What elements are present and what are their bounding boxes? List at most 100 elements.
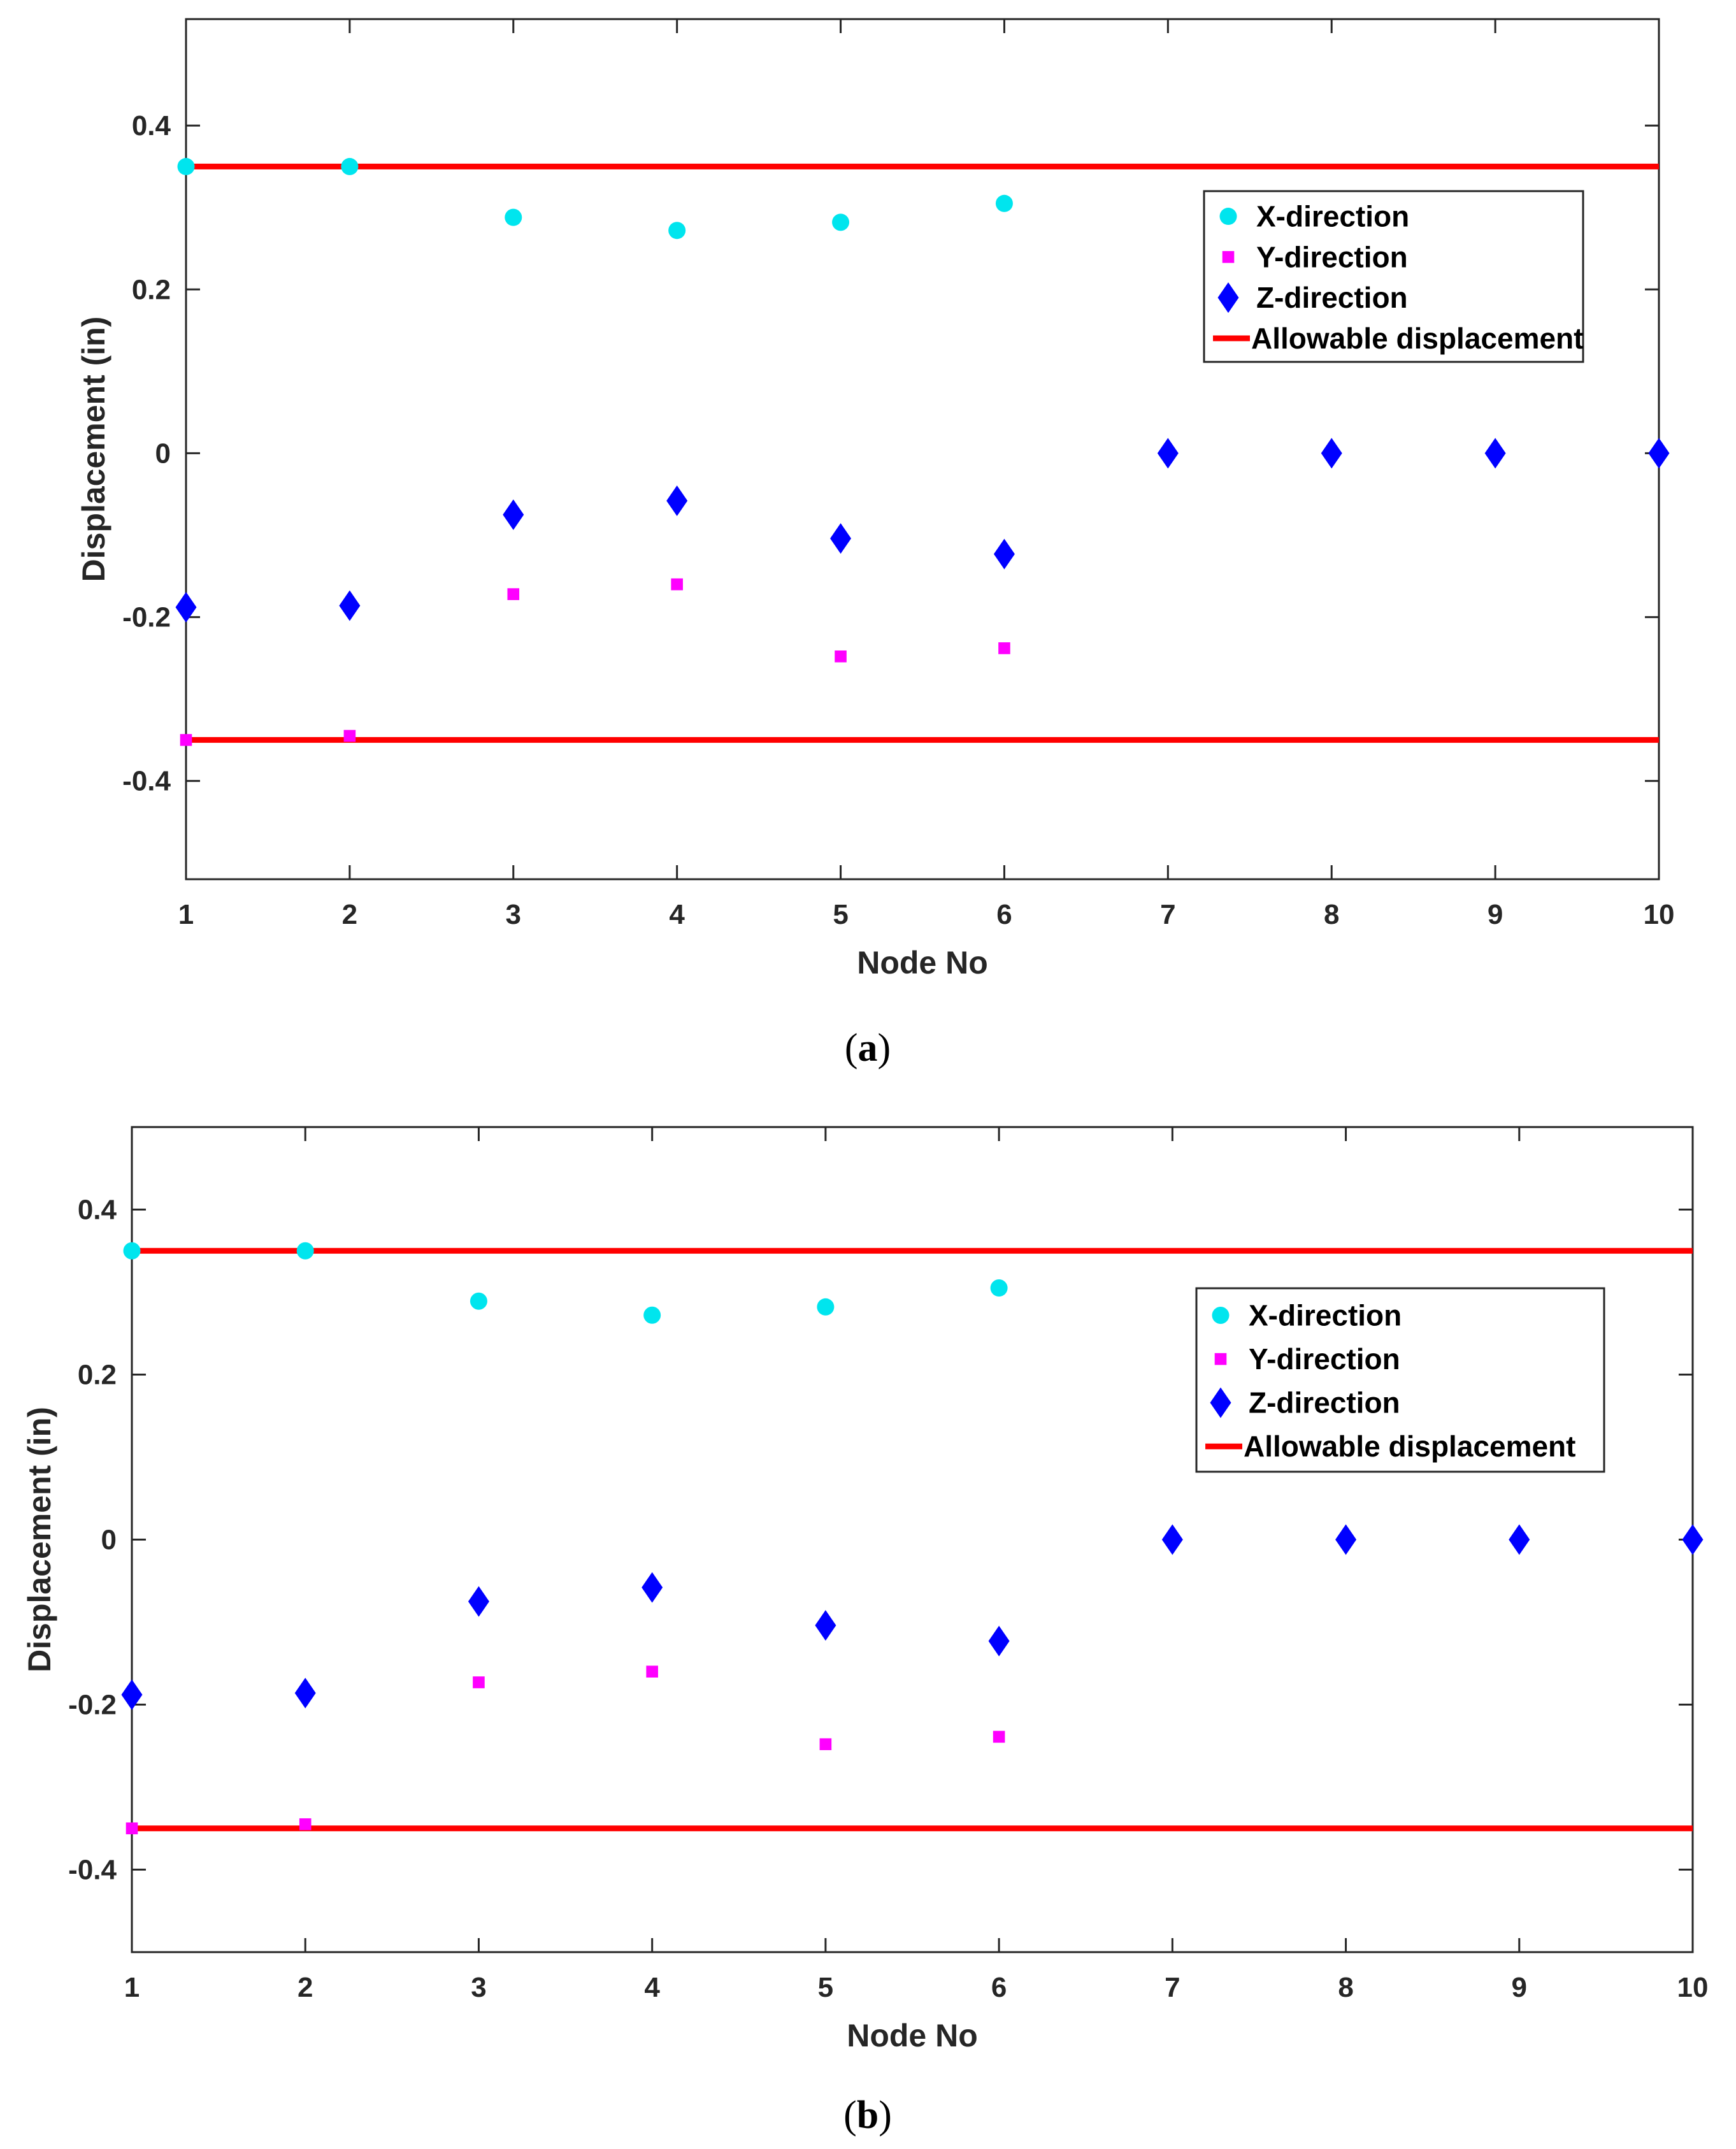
legend-label: Allowable displacement: [1251, 322, 1583, 355]
series-y-direction: [180, 447, 1665, 746]
data-point: [830, 523, 852, 554]
data-point: [339, 590, 361, 621]
data-point: [815, 1610, 836, 1641]
legend-label: X-direction: [1249, 1299, 1402, 1332]
data-point: [993, 1730, 1005, 1743]
data-point: [470, 1292, 487, 1310]
data-point: [819, 1738, 832, 1750]
x-tick-label: 9: [1512, 1972, 1527, 2003]
x-tick-label: 1: [178, 899, 194, 930]
legend-box: [1203, 190, 1584, 363]
data-point: [1484, 438, 1506, 469]
x-axis-label: Node No: [847, 2018, 978, 2053]
legend-marker: [1219, 208, 1237, 226]
data-point: [343, 730, 356, 742]
x-tick-label: 7: [1160, 899, 1175, 930]
legend-label: Z-direction: [1249, 1386, 1400, 1419]
data-point: [642, 1572, 663, 1603]
y-tick-label: -0.2: [122, 602, 171, 633]
data-point: [468, 1586, 489, 1617]
legend-label: Y-direction: [1249, 1342, 1400, 1376]
legend-marker: [1217, 282, 1239, 313]
x-tick-label: 5: [818, 1972, 833, 2003]
data-point: [990, 1279, 1008, 1297]
data-point: [1682, 1524, 1704, 1555]
legend: X-direction Y-direction Z-direction Allowab…: [1203, 190, 1584, 363]
data-point: [507, 588, 520, 600]
legend-label: X-direction: [1256, 200, 1409, 233]
x-tick-label: 9: [1488, 899, 1503, 930]
legend: X-direction Y-direction Z-direction Allowab…: [1195, 1287, 1605, 1473]
data-point: [1157, 438, 1179, 469]
data-point: [1509, 1524, 1530, 1555]
x-tick-label: 2: [298, 1972, 313, 2003]
data-point: [646, 1665, 658, 1678]
y-tick-label: -0.4: [68, 1855, 117, 1886]
data-point: [294, 1678, 316, 1709]
x-tick-label: 7: [1165, 1972, 1180, 2003]
x-tick-label: 8: [1324, 899, 1339, 930]
y-axis-label: Displacement (in): [22, 1407, 57, 1672]
data-point: [668, 222, 686, 240]
data-point: [1648, 438, 1670, 469]
x-tick-label: 6: [996, 899, 1012, 930]
data-point: [671, 578, 683, 591]
x-tick-label: 10: [1644, 899, 1675, 930]
y-tick-label: 0: [101, 1525, 117, 1556]
data-point: [1321, 438, 1342, 469]
series-y-direction: [126, 1534, 1699, 1835]
x-tick-label: 5: [833, 899, 848, 930]
data-point: [175, 592, 197, 623]
chart-panel-a: -0.4 -0.2 0 0.2 0.4 1 2 3 4 5 6 7 8 9 10 Node No Displac…: [76, 18, 1675, 1070]
legend-label: Y-direction: [1256, 240, 1408, 273]
data-point: [505, 208, 522, 226]
panel-label: (a): [845, 1026, 891, 1070]
y-tick-label: 0: [155, 438, 171, 469]
series-z-direction: [121, 1524, 1704, 1710]
data-point: [123, 1242, 141, 1260]
x-tick-label: 4: [669, 899, 685, 930]
data-point: [666, 485, 688, 516]
panel-label: (b): [843, 2094, 892, 2137]
x-axis-label: Node No: [857, 945, 988, 981]
data-point: [296, 1242, 314, 1260]
data-point: [473, 1676, 485, 1688]
y-tick-label: 0.4: [132, 110, 171, 141]
data-point: [817, 1298, 835, 1316]
data-point: [121, 1679, 143, 1710]
x-tick-label: 3: [471, 1972, 486, 2003]
data-point: [832, 213, 850, 231]
legend-label: Z-direction: [1256, 281, 1408, 314]
x-tick-label: 8: [1338, 1972, 1353, 2003]
data-point: [643, 1306, 661, 1324]
data-point: [835, 650, 847, 663]
data-point: [998, 642, 1010, 654]
data-point: [988, 1625, 1010, 1657]
data-point: [1161, 1524, 1183, 1555]
x-tick-label: 1: [124, 1972, 140, 2003]
y-axis-label: Displacement (in): [76, 317, 111, 582]
x-tick-label: 3: [506, 899, 521, 930]
data-point: [1335, 1524, 1357, 1555]
data-point: [177, 157, 195, 175]
data-point: [180, 734, 192, 746]
x-tick-label: 2: [342, 899, 357, 930]
x-tick-label: 6: [991, 1972, 1007, 2003]
legend-box: [1195, 1287, 1605, 1473]
data-point: [995, 194, 1013, 212]
data-point: [126, 1822, 138, 1835]
y-tick-label: 0.2: [132, 274, 171, 305]
data-point: [299, 1818, 312, 1830]
y-tick-label: -0.2: [68, 1690, 117, 1721]
legend-label: Allowable displacement: [1244, 1430, 1575, 1463]
x-tick-label: 10: [1677, 1972, 1709, 2003]
legend-marker: [1222, 251, 1235, 263]
chart-panel-b: -0.4 -0.2 0 0.2 0.4 1 2 3 4 5 6 7 8 9 10 Node No Displac…: [22, 1126, 1709, 2137]
data-point: [341, 157, 359, 175]
y-tick-label: 0.4: [78, 1195, 117, 1226]
legend-marker: [1212, 1307, 1230, 1325]
data-point: [993, 538, 1015, 570]
legend-marker: [1210, 1387, 1231, 1418]
y-tick-label: 0.2: [78, 1360, 117, 1391]
